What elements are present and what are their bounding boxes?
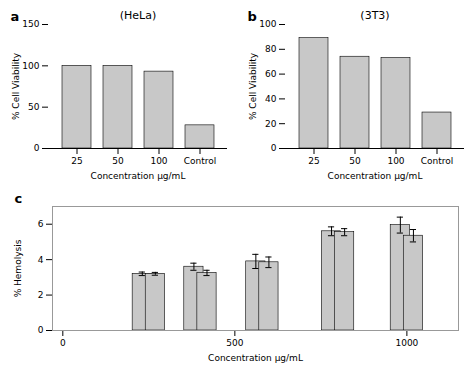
svg-text:0: 0	[38, 325, 44, 335]
svg-text:500: 500	[226, 338, 243, 348]
svg-text:25: 25	[71, 156, 82, 166]
svg-text:0: 0	[271, 143, 277, 153]
svg-text:0: 0	[60, 338, 66, 348]
svg-text:% Cell Viability: % Cell Viability	[11, 52, 21, 120]
svg-text:1000: 1000	[395, 338, 418, 348]
svg-text:6: 6	[38, 219, 44, 229]
svg-text:Concentration μg/mL: Concentration μg/mL	[328, 171, 423, 181]
svg-text:(3T3): (3T3)	[360, 9, 389, 22]
svg-text:20: 20	[265, 119, 277, 129]
svg-text:50: 50	[349, 156, 361, 166]
svg-text:c: c	[15, 191, 23, 206]
svg-text:40: 40	[265, 94, 277, 104]
svg-text:a: a	[11, 9, 20, 24]
svg-text:100: 100	[150, 156, 167, 166]
svg-text:b: b	[248, 9, 257, 24]
svg-text:0: 0	[34, 143, 40, 153]
svg-text:150: 150	[22, 19, 39, 29]
svg-text:4: 4	[38, 255, 44, 265]
svg-text:Concentration μg/mL: Concentration μg/mL	[91, 171, 186, 181]
svg-text:% Hemolysis: % Hemolysis	[13, 239, 23, 297]
svg-text:100: 100	[259, 19, 276, 29]
svg-text:Control: Control	[421, 156, 454, 166]
svg-text:Control: Control	[184, 156, 217, 166]
svg-text:2: 2	[38, 290, 44, 300]
svg-text:% Cell Viability: % Cell Viability	[248, 52, 258, 120]
svg-text:100: 100	[387, 156, 404, 166]
svg-text:Concentration μg/mL: Concentration μg/mL	[208, 353, 303, 363]
svg-text:25: 25	[308, 156, 319, 166]
svg-text:60: 60	[265, 69, 277, 79]
svg-text:80: 80	[265, 44, 277, 54]
svg-text:50: 50	[28, 102, 40, 112]
svg-text:100: 100	[22, 61, 39, 71]
svg-text:(HeLa): (HeLa)	[120, 9, 157, 22]
svg-text:50: 50	[112, 156, 124, 166]
